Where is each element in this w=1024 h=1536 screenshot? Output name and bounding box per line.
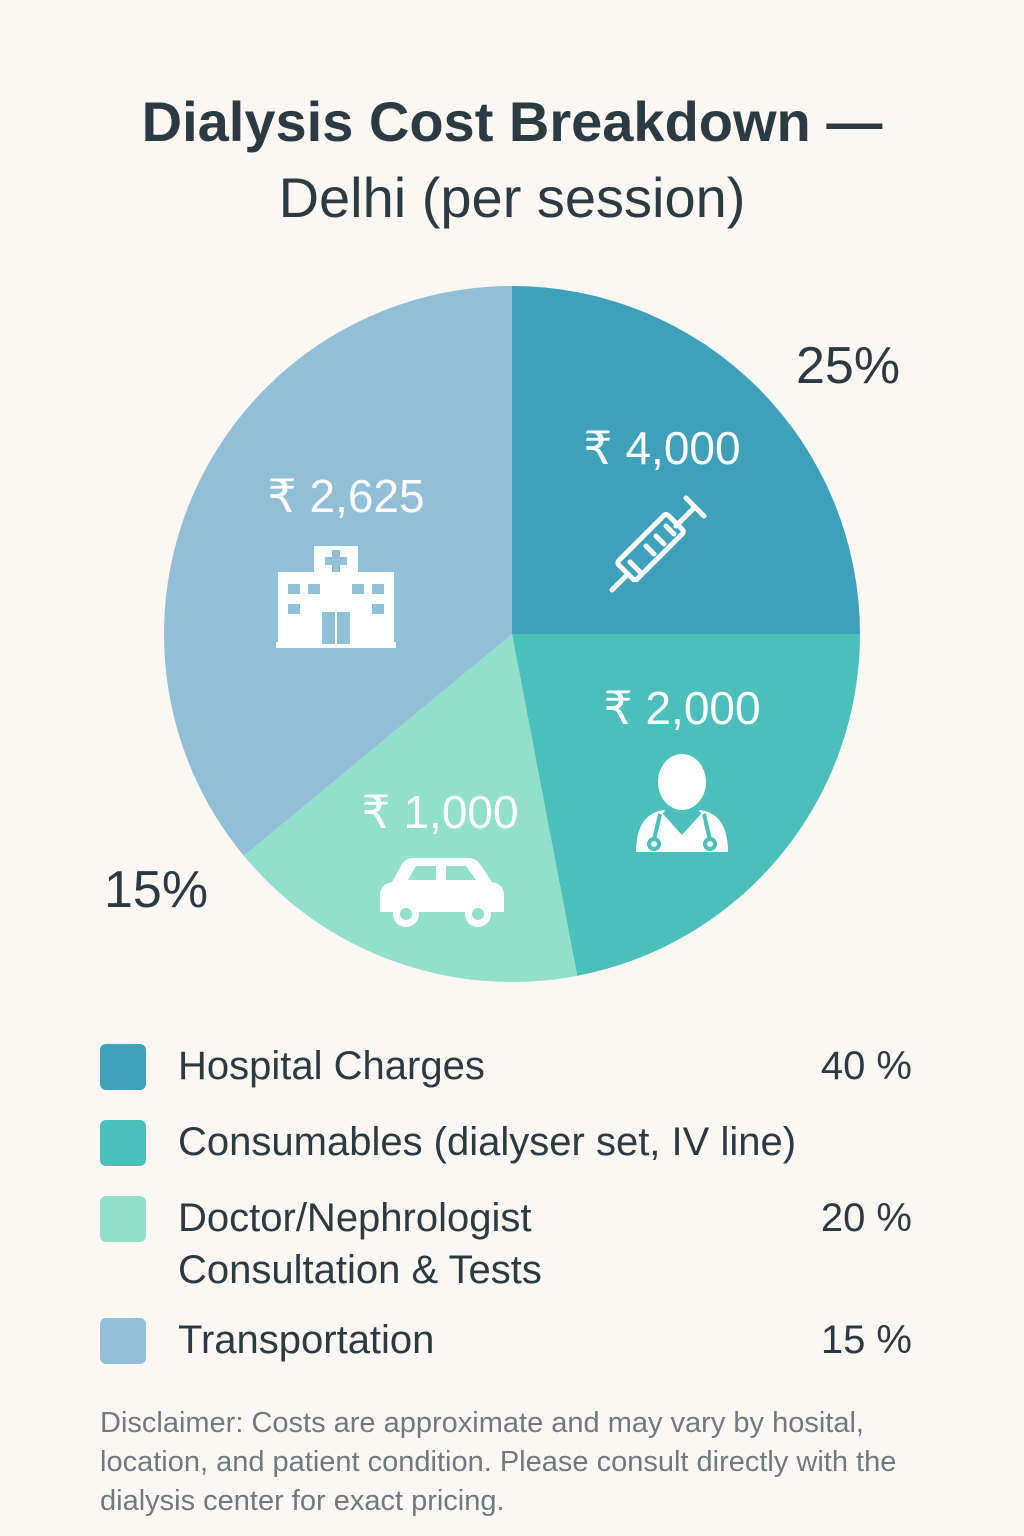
- legend-value: 40 %: [820, 1044, 912, 1088]
- pie-chart: ₹ 4,000 ₹ 2,000 ₹ 1,000 ₹ 2,625: [163, 286, 860, 982]
- legend-value: 20 %: [820, 1196, 912, 1240]
- doctor-icon: [636, 754, 728, 852]
- pie-slice-1: [512, 286, 860, 634]
- outside-label-15: 15%: [104, 861, 209, 919]
- legend-item-doctor-consultation: Doctor/Nephrologist Consultation & Tests…: [100, 1192, 912, 1314]
- chart-title-line2: Delhi (per session): [278, 166, 746, 229]
- chart-title: Dialysis Cost Breakdown — Delhi (per ses…: [40, 84, 984, 236]
- hospital-icon: [276, 546, 396, 648]
- slice-value-label-4: ₹ 2,625: [267, 470, 424, 522]
- legend-label: Hospital Charges: [178, 1044, 485, 1088]
- legend-swatch: [100, 1044, 146, 1090]
- legend-label: Transportation: [178, 1318, 435, 1362]
- legend-item-transportation: Transportation 15 %: [100, 1314, 912, 1390]
- chart-title-line1: Dialysis Cost Breakdown —: [141, 90, 883, 153]
- syringe-icon: [609, 495, 707, 593]
- legend-swatch: [100, 1318, 146, 1364]
- legend-item-consumables: Consumables (dialyser set, IV line): [100, 1116, 912, 1192]
- legend-item-hospital-charges: Hospital Charges 40 %: [100, 1040, 912, 1116]
- legend-label: Doctor/Nephrologist Consultation & Tests: [178, 1196, 542, 1292]
- slice-value-label-3: ₹ 1,000: [361, 786, 518, 838]
- slice-value-label-1: ₹ 4,000: [583, 422, 740, 474]
- legend-value: 15 %: [820, 1318, 912, 1362]
- disclaimer: Disclaimer: Costs are approximate and ma…: [100, 1407, 897, 1517]
- legend: Hospital Charges 40 % Consumables (dialy…: [100, 1040, 912, 1390]
- legend-label: Consumables (dialyser set, IV line): [178, 1120, 797, 1164]
- legend-swatch: [100, 1196, 146, 1242]
- legend-swatch: [100, 1120, 146, 1166]
- slice-value-label-2: ₹ 2,000: [603, 682, 760, 734]
- car-icon: [380, 858, 504, 927]
- outside-label-25: 25%: [796, 337, 901, 395]
